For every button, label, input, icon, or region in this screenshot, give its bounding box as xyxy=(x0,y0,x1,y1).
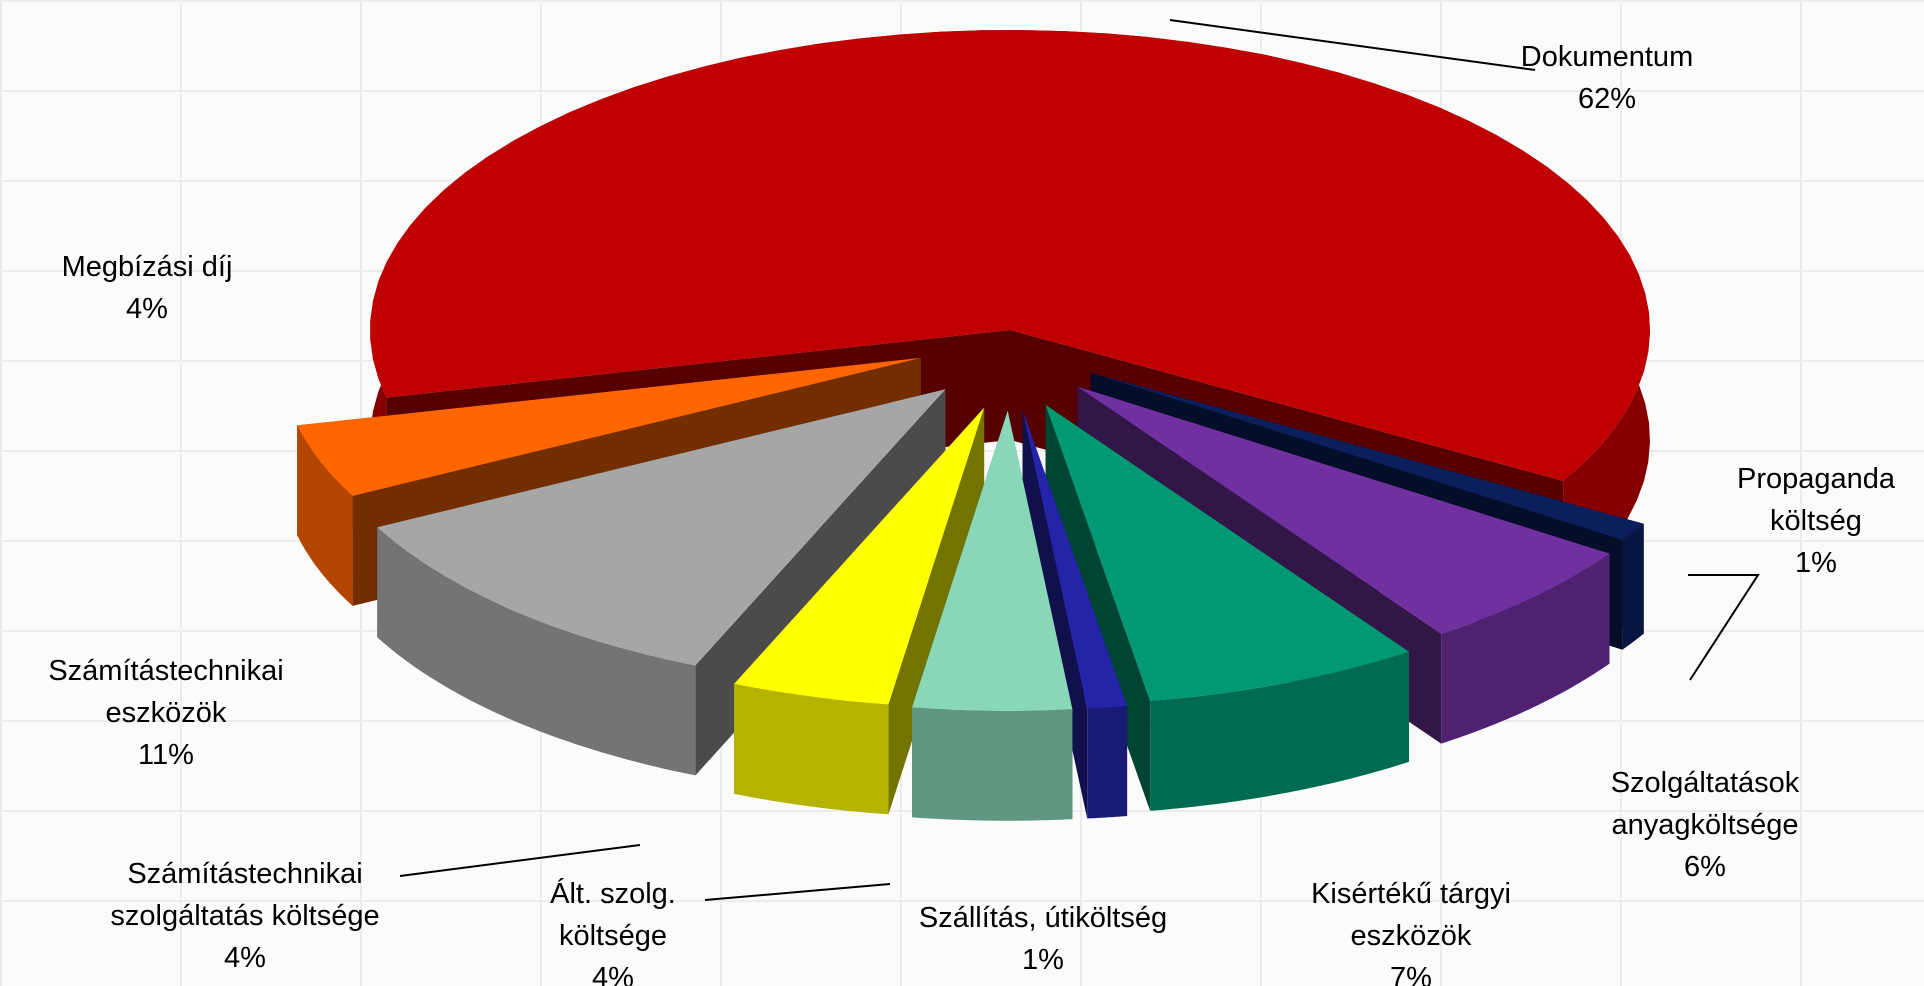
slice-value: 62% xyxy=(1577,83,1637,115)
slice-value: 1% xyxy=(1022,944,1064,976)
pie xyxy=(297,30,1650,821)
slice-wall xyxy=(1150,651,1409,811)
slice-label: Megbízási díj 4% xyxy=(0,246,297,330)
slice-name: Szállítás, útiköltség xyxy=(918,902,1168,934)
slice-name: Dokumentum xyxy=(1520,41,1694,73)
slice xyxy=(912,410,1073,821)
slice xyxy=(297,357,921,496)
slice xyxy=(1022,410,1128,709)
slice-label: Ált. szolg. költsége 4% xyxy=(513,873,713,986)
slice xyxy=(1090,372,1644,540)
slice-name: Szolgáltatások anyagköltsége xyxy=(1610,767,1800,841)
slice-value: 6% xyxy=(1684,851,1726,883)
slice-wall xyxy=(1622,523,1644,650)
slice-label: Kisértékű tárgyi eszközök 7% xyxy=(1281,873,1541,986)
slice-wall xyxy=(297,425,353,606)
slice-name: Kisértékű tárgyi eszközök xyxy=(1311,878,1511,952)
slice-wall xyxy=(377,527,696,776)
slice-name: Ált. szolg. költsége xyxy=(550,878,676,952)
slice-name: Számítástechnikai szolgáltatás költsége xyxy=(110,858,380,932)
slice-name: Propaganda költség xyxy=(1736,463,1896,537)
slice-name: Megbízási díj xyxy=(61,251,233,283)
slice-label: Propaganda költség 1% xyxy=(1706,458,1924,584)
slice-label: Dokumentum 62% xyxy=(1457,36,1757,120)
slice-value: 4% xyxy=(126,293,168,325)
slice xyxy=(377,389,946,666)
slice xyxy=(912,410,1073,711)
slice-label: Szolgáltatások anyagköltsége 6% xyxy=(1565,762,1845,888)
slice-value: 4% xyxy=(224,942,266,974)
leader-lines xyxy=(399,19,1760,901)
slice-value: 4% xyxy=(592,962,634,986)
slice-wall xyxy=(734,683,889,815)
slice-value: 11% xyxy=(138,739,194,771)
slice-wall xyxy=(1441,553,1610,744)
slice xyxy=(1045,404,1409,701)
slice-value: 1% xyxy=(1795,547,1837,579)
leader-line xyxy=(399,844,641,877)
slice xyxy=(1045,404,1409,811)
slice-label: Számítástechnikai szolgáltatás költsége 4… xyxy=(55,853,435,979)
slice xyxy=(1022,410,1128,819)
slice-name: Számítástechnikai eszközök xyxy=(48,655,284,729)
slice-label: Szállítás, útiköltség 1% xyxy=(878,897,1208,981)
leader-line xyxy=(1688,574,1760,681)
slice-side xyxy=(297,357,921,536)
slice xyxy=(1077,386,1610,634)
leader-line xyxy=(704,883,891,901)
slice xyxy=(734,407,985,705)
slice-value: 7% xyxy=(1390,962,1432,986)
slice xyxy=(370,30,1650,481)
slice-label: Számítástechnikai eszközök 11% xyxy=(6,650,326,776)
slice-wall xyxy=(1087,706,1128,819)
leader-line xyxy=(1169,19,1536,71)
slice-wall xyxy=(912,707,1073,821)
